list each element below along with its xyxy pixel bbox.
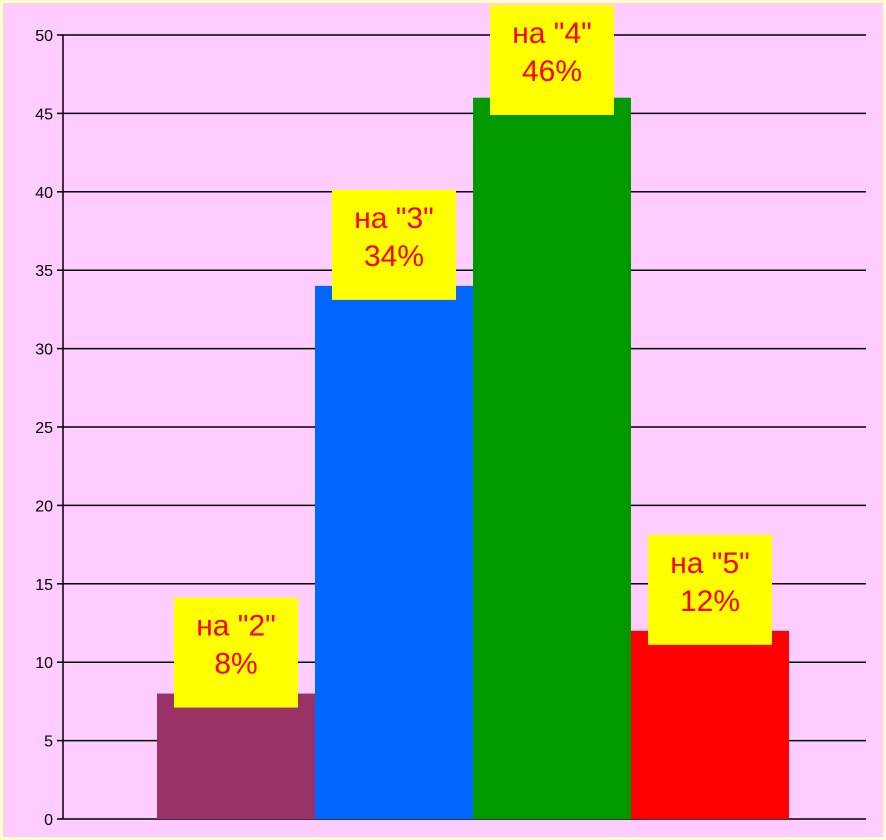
data-label-category: на "5" xyxy=(670,547,750,580)
y-tick-label: 45 xyxy=(35,106,53,123)
data-label-category: на "3" xyxy=(354,202,434,235)
chart-area: 0 5 10 15 20 25 30 35 40 45 50 на "2" 8% на "3" 34% на… xyxy=(3,3,883,837)
bar xyxy=(315,285,473,819)
data-label-percent: 34% xyxy=(364,240,424,273)
data-label-box xyxy=(490,5,614,115)
y-tick-label: 35 xyxy=(35,263,53,280)
data-label-percent: 12% xyxy=(680,585,740,618)
data-label-box xyxy=(332,189,456,300)
y-axis: 0 5 10 15 20 25 30 35 40 45 50 xyxy=(35,28,64,829)
data-label-category: на "2" xyxy=(196,610,276,643)
y-tick-label: 20 xyxy=(35,498,53,515)
data-label-percent: 46% xyxy=(522,55,582,88)
y-tick-label: 40 xyxy=(35,185,53,202)
bars xyxy=(157,97,789,820)
data-label: на "5" 12% xyxy=(648,534,772,645)
bar xyxy=(157,693,315,819)
y-tick-label: 0 xyxy=(44,812,53,829)
data-label: на "3" 34% xyxy=(332,189,456,300)
y-tick-label: 25 xyxy=(35,420,53,437)
data-label-box xyxy=(648,534,772,645)
data-labels: на "2" 8% на "3" 34% на "4" 46% на "5" 12% xyxy=(174,5,772,708)
data-label: на "4" 46% xyxy=(490,5,614,115)
data-label-percent: 8% xyxy=(214,648,257,681)
data-label: на "2" 8% xyxy=(174,597,298,708)
y-tick-label: 10 xyxy=(35,655,53,672)
y-tick-label: 50 xyxy=(35,28,53,45)
bar xyxy=(631,630,789,819)
y-tick-label: 30 xyxy=(35,342,53,359)
y-tick-label: 15 xyxy=(35,577,53,594)
bar xyxy=(473,97,631,820)
y-tick-label: 5 xyxy=(44,734,53,751)
data-label-category: на "4" xyxy=(512,17,592,50)
data-label-box xyxy=(174,597,298,708)
